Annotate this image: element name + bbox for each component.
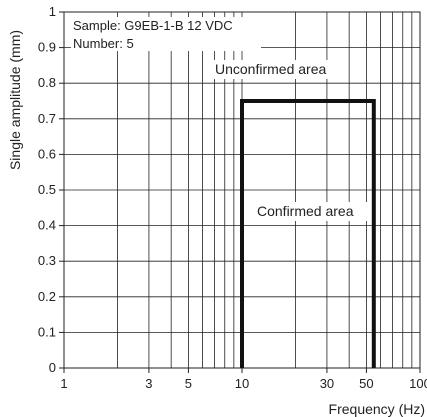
unconfirmed-area-label: Unconfirmed area xyxy=(215,61,326,77)
x-tick-label: 30 xyxy=(320,376,334,391)
x-tick-label: 10 xyxy=(235,376,249,391)
y-tick-labels: 0 0.1 0.2 0.3 0.4 0.5 0.6 0.7 0.8 0.9 1 xyxy=(38,4,56,375)
y-tick-label: 0.5 xyxy=(38,182,56,197)
confirmed-area-boundary-line xyxy=(240,99,376,368)
number-note: Number: 5 xyxy=(73,36,134,51)
y-tick-label: 0.6 xyxy=(38,146,56,161)
y-tick-label: 0.1 xyxy=(38,324,56,339)
x-tick-label: 5 xyxy=(185,376,192,391)
y-tick-label: 0.7 xyxy=(38,111,56,126)
y-tick-label: 0.8 xyxy=(38,75,56,90)
y-tick-label: 0.9 xyxy=(38,40,56,55)
x-axis-title: Frequency (Hz) xyxy=(329,401,425,417)
confirmed-label-bg xyxy=(255,202,369,221)
y-tick-label: 1 xyxy=(49,4,56,19)
y-tick-label: 0 xyxy=(49,360,56,375)
unconfirmed-label-bg xyxy=(213,60,345,79)
x-tick-label: 1 xyxy=(60,376,67,391)
y-axis-title: Single amplitude (mm) xyxy=(7,30,23,170)
x-tick-label: 3 xyxy=(145,376,152,391)
y-tick-label: 0.2 xyxy=(38,289,56,304)
y-tick-label: 0.3 xyxy=(38,253,56,268)
axis-ticks xyxy=(59,11,421,373)
x-tick-label: 50 xyxy=(359,376,373,391)
confirmed-area-label: Confirmed area xyxy=(257,203,354,219)
x-tick-label: 100 xyxy=(409,376,427,391)
y-tick-label: 0.4 xyxy=(38,218,56,233)
sample-note: Sample: G9EB-1-B 12 VDC xyxy=(73,18,233,33)
sample-note-bg xyxy=(71,17,261,51)
x-tick-labels: 1 3 5 10 30 50 100 xyxy=(60,376,427,391)
